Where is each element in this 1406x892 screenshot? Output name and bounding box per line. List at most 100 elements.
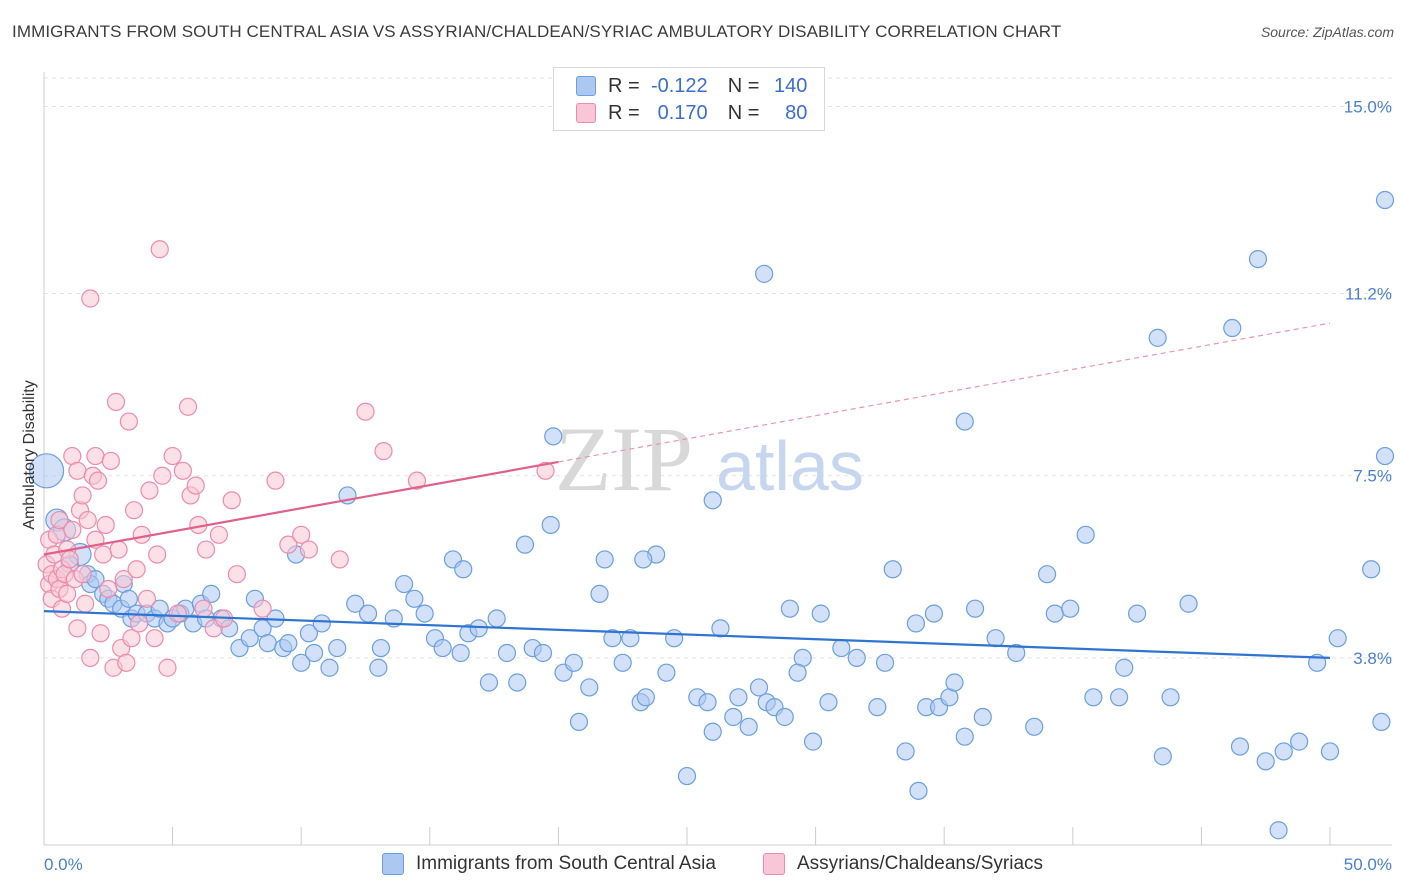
watermark-atlas: atlas bbox=[716, 427, 864, 505]
data-point-blue bbox=[819, 693, 838, 712]
data-point-blue bbox=[803, 732, 823, 751]
data-point-blue bbox=[775, 707, 794, 727]
data-point-blue bbox=[328, 638, 347, 658]
legend-item-assyrians[interactable]: Assyrians/Chaldeans/Syriacs bbox=[763, 852, 1043, 876]
data-point-pink bbox=[186, 476, 205, 495]
data-point-blue bbox=[569, 712, 589, 732]
data-point-pink bbox=[86, 446, 105, 466]
data-point-pink bbox=[299, 540, 319, 559]
data-point-blue bbox=[665, 629, 684, 648]
gridlines bbox=[44, 77, 1392, 659]
data-point-pink bbox=[153, 466, 172, 485]
data-point-blue bbox=[240, 629, 259, 648]
data-point-blue bbox=[1061, 599, 1080, 618]
trendline-pink-solid bbox=[43, 460, 559, 556]
y-axis-label: Ambulatory Disability bbox=[21, 380, 38, 529]
data-point-pink bbox=[68, 461, 87, 480]
y-tick-label: 11.2% bbox=[1345, 285, 1392, 304]
data-point-blue bbox=[924, 604, 944, 623]
data-point-pink bbox=[356, 402, 375, 421]
data-point-blue bbox=[703, 722, 722, 741]
data-point-blue bbox=[755, 264, 774, 283]
data-point-blue bbox=[1115, 658, 1134, 677]
data-point-blue bbox=[1179, 594, 1198, 613]
data-point-pink bbox=[58, 584, 77, 603]
data-point-blue bbox=[749, 678, 769, 697]
correlation-legend: R = -0.122 N = 140 R = 0.170 N = 80 bbox=[553, 67, 825, 131]
data-point-pink bbox=[266, 471, 285, 490]
data-point-pink bbox=[60, 550, 79, 569]
data-point-blue bbox=[811, 604, 830, 623]
data-point-blue bbox=[405, 589, 424, 608]
data-point-pink bbox=[374, 442, 393, 461]
data-point-blue bbox=[909, 781, 928, 800]
data-point-blue bbox=[119, 589, 138, 608]
data-point-blue bbox=[1362, 560, 1381, 579]
data-point-blue bbox=[875, 653, 895, 672]
data-point-blue bbox=[1274, 742, 1293, 761]
data-point-pink bbox=[78, 510, 97, 530]
data-point-blue bbox=[868, 698, 887, 717]
legend-row-blue: R = -0.122 N = 140 bbox=[576, 74, 807, 98]
x-tick-label-min: 0.0% bbox=[44, 855, 83, 874]
data-point-blue bbox=[358, 604, 378, 623]
data-point-blue bbox=[739, 717, 758, 736]
data-point-blue bbox=[258, 634, 277, 653]
data-point-pink bbox=[173, 461, 192, 480]
legend-swatch-blue bbox=[382, 853, 404, 875]
data-point-pink bbox=[50, 510, 69, 530]
data-point-pink bbox=[122, 629, 141, 648]
data-point-blue bbox=[1109, 688, 1129, 707]
data-point-pink bbox=[168, 604, 187, 623]
data-point-blue bbox=[497, 643, 517, 663]
data-point-pink bbox=[292, 525, 311, 544]
data-point-blue bbox=[1375, 190, 1395, 210]
legend-row-pink: R = 0.170 N = 80 bbox=[576, 101, 807, 125]
data-point-blue bbox=[580, 678, 599, 697]
data-point-blue bbox=[1025, 717, 1044, 736]
series-assyrians bbox=[37, 240, 555, 677]
data-point-pink bbox=[106, 392, 126, 411]
data-point-blue bbox=[541, 515, 560, 535]
data-point-pink bbox=[94, 545, 113, 564]
data-point-blue bbox=[1320, 742, 1340, 761]
data-point-pink bbox=[101, 451, 120, 471]
data-point-blue bbox=[1375, 446, 1395, 466]
data-point-blue bbox=[451, 643, 470, 663]
data-point-blue bbox=[1045, 604, 1064, 623]
source-label: Source: ZipAtlas.com bbox=[1260, 24, 1394, 40]
data-point-blue bbox=[973, 707, 992, 727]
data-point-pink bbox=[227, 565, 246, 584]
data-point-pink bbox=[196, 540, 216, 559]
data-point-blue bbox=[603, 629, 622, 648]
data-point-pink bbox=[119, 412, 138, 431]
data-point-pink bbox=[76, 594, 95, 613]
data-point-blue bbox=[544, 427, 563, 446]
data-point-blue bbox=[394, 574, 414, 594]
y-tick-label: 7.5% bbox=[1353, 467, 1392, 486]
data-point-pink bbox=[279, 535, 298, 554]
legend-label: Assyrians/Chaldeans/Syriacs bbox=[797, 853, 1044, 874]
legend-item-south-central-asia[interactable]: Immigrants from South Central Asia bbox=[382, 852, 716, 876]
data-point-blue bbox=[1223, 318, 1242, 338]
data-point-blue bbox=[634, 550, 653, 569]
data-point-blue bbox=[515, 535, 535, 554]
data-point-blue bbox=[703, 491, 722, 510]
data-point-blue bbox=[415, 604, 434, 623]
data-point-blue bbox=[711, 619, 730, 638]
data-point-blue bbox=[657, 663, 676, 682]
data-point-blue bbox=[150, 599, 169, 618]
data-point-blue bbox=[1269, 821, 1288, 840]
data-point-blue bbox=[1256, 752, 1275, 771]
data-point-blue bbox=[590, 584, 609, 603]
watermark-zip: ZIP bbox=[555, 408, 693, 510]
data-point-pink bbox=[124, 501, 144, 520]
data-point-blue bbox=[1037, 565, 1057, 584]
data-point-pink bbox=[117, 653, 136, 672]
data-point-blue bbox=[883, 560, 902, 579]
data-point-pink bbox=[88, 471, 108, 490]
data-point-blue bbox=[986, 629, 1005, 648]
data-point-blue bbox=[677, 766, 697, 786]
data-point-pink bbox=[99, 579, 118, 599]
